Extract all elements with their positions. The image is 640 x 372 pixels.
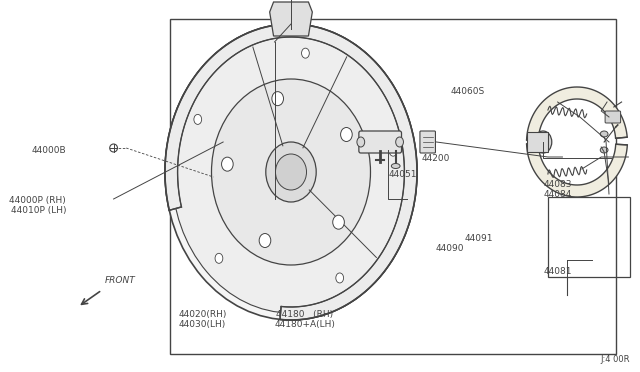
Ellipse shape [336,273,344,283]
Ellipse shape [396,137,403,147]
Ellipse shape [194,115,202,124]
Polygon shape [527,87,627,141]
Ellipse shape [391,164,400,169]
Ellipse shape [340,128,352,141]
Text: 44084: 44084 [544,190,572,199]
Text: 44000P (RH): 44000P (RH) [10,196,66,205]
FancyBboxPatch shape [359,131,401,153]
Text: 44180   (RH): 44180 (RH) [276,310,333,319]
Ellipse shape [301,48,309,58]
Ellipse shape [266,142,316,202]
Text: J:4 00R: J:4 00R [601,355,630,364]
Ellipse shape [211,79,371,265]
Text: 44060S: 44060S [451,87,485,96]
Ellipse shape [275,154,307,190]
Ellipse shape [172,31,410,313]
Text: 44081: 44081 [544,267,572,276]
Bar [170,19,616,354]
Text: 44200: 44200 [422,154,450,163]
FancyBboxPatch shape [420,131,435,153]
Text: 44030(LH): 44030(LH) [179,320,226,329]
Ellipse shape [600,131,608,137]
Bar [527,132,548,152]
Text: 44083: 44083 [544,180,572,189]
Ellipse shape [272,92,284,106]
Text: 44051: 44051 [388,170,417,179]
Text: 44091: 44091 [465,234,493,243]
Ellipse shape [109,144,118,152]
FancyBboxPatch shape [605,111,621,123]
Text: FRONT: FRONT [105,276,136,285]
Text: 44000B: 44000B [31,146,66,155]
Ellipse shape [333,215,344,229]
Ellipse shape [165,24,417,320]
Text: 44010P (LH): 44010P (LH) [11,206,66,215]
Ellipse shape [600,147,608,153]
Ellipse shape [215,253,223,263]
Polygon shape [269,2,312,36]
Ellipse shape [534,131,552,153]
Ellipse shape [357,137,365,147]
Polygon shape [165,24,417,320]
Text: 44020(RH): 44020(RH) [179,310,227,319]
Text: 44090: 44090 [435,244,464,253]
Ellipse shape [221,157,233,171]
Polygon shape [527,144,627,197]
Ellipse shape [389,146,397,156]
Bar [548,197,630,277]
Ellipse shape [259,234,271,247]
Text: 44180+A(LH): 44180+A(LH) [275,320,335,329]
